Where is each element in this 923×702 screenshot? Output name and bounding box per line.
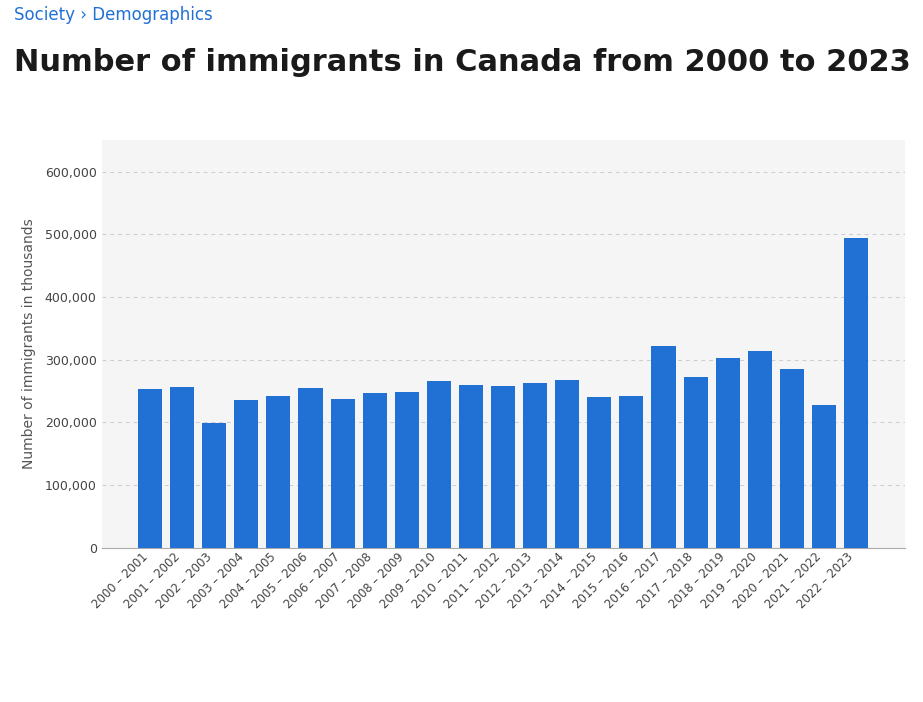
Bar: [619, 396, 643, 548]
Bar: [234, 400, 258, 548]
Bar: [652, 347, 676, 548]
Bar: [395, 392, 419, 548]
Bar: [170, 388, 194, 548]
Bar: [748, 351, 772, 548]
Bar: [684, 377, 708, 548]
Text: Number of immigrants in Canada from 2000 to 2023: Number of immigrants in Canada from 2000…: [14, 48, 911, 77]
Bar: [202, 423, 226, 548]
Bar: [426, 381, 451, 548]
Bar: [491, 386, 515, 548]
Bar: [298, 388, 322, 548]
Bar: [715, 357, 739, 548]
Y-axis label: Number of immigrants in thousands: Number of immigrants in thousands: [22, 218, 36, 470]
Bar: [363, 392, 387, 548]
Bar: [555, 380, 580, 548]
Bar: [523, 383, 547, 548]
Bar: [587, 397, 611, 548]
Bar: [330, 399, 354, 548]
Bar: [459, 385, 483, 548]
Bar: [138, 390, 162, 548]
Text: Society › Demographics: Society › Demographics: [14, 6, 212, 25]
Bar: [780, 369, 804, 548]
Bar: [812, 406, 836, 548]
Bar: [267, 396, 291, 548]
Bar: [844, 238, 868, 548]
